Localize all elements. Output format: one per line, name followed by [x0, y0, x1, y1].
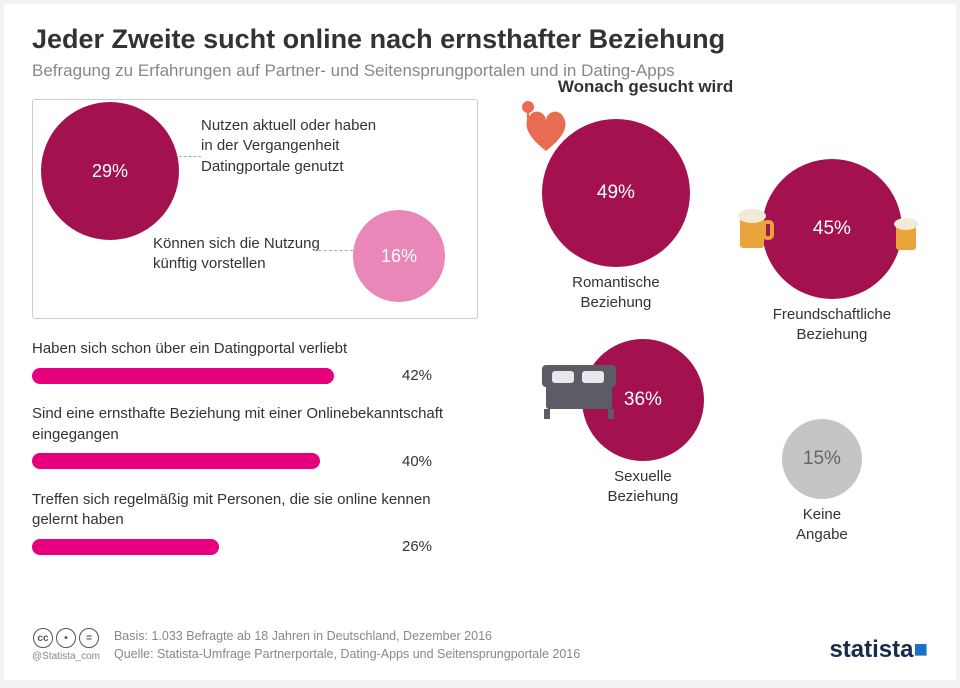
cc-by-icon: • [56, 628, 76, 648]
cc-icon: cc [33, 628, 53, 648]
search-section: Wonach gesucht wird 49%Romantische Bezie… [502, 99, 928, 575]
bubble-circle: 15% [782, 419, 862, 499]
search-title: Wonach gesucht wird [558, 77, 733, 97]
usage-label: Können sich die Nutzung künftig vorstell… [153, 234, 343, 275]
bubble-label: Romantische Beziehung [542, 273, 690, 312]
bubble-label: Keine Angabe [782, 505, 862, 544]
search-bubble: 15% Keine Angabe [782, 419, 862, 544]
beer-icon [734, 204, 776, 254]
heart-icon [518, 101, 574, 157]
bar-group: Sind eine ernsthafte Beziehung mit einer… [32, 404, 478, 470]
beer-icon [890, 214, 926, 258]
usage-circle: 29% [41, 102, 179, 240]
bar-value: 42% [402, 367, 432, 384]
footer: cc • = @Statista_com Basis: 1.033 Befrag… [32, 627, 928, 665]
bubble-circle: 45% [762, 159, 902, 299]
usage-label: Nutzen aktuell oder haben in der Vergang… [201, 116, 391, 177]
bar-label: Treffen sich regelmäßig mit Personen, di… [32, 490, 478, 531]
bar-fill [32, 453, 320, 469]
statista-logo: statista■ [829, 636, 928, 664]
bar-label: Sind eine ernsthafte Beziehung mit einer… [32, 404, 478, 445]
basis-text: Basis: 1.033 Befragte ab 18 Jahren in De… [114, 627, 580, 646]
bar-label: Haben sich schon über ein Datingportal v… [32, 339, 478, 359]
bubble-label: Freundschaftliche Beziehung [762, 305, 902, 344]
bed-icon [540, 359, 618, 423]
connector-line [179, 156, 201, 157]
bar-fill [32, 539, 219, 555]
page-subtitle: Befragung zu Erfahrungen auf Partner- un… [32, 61, 928, 81]
cc-license: cc • = @Statista_com [32, 628, 100, 662]
search-bubble: 45% Freundschaftliche Beziehung [762, 159, 902, 344]
bars-section: Haben sich schon über ein Datingportal v… [32, 339, 478, 555]
connector-line [313, 250, 353, 251]
page-title: Jeder Zweite sucht online nach ernsthaft… [32, 24, 928, 55]
bar-value: 26% [402, 538, 432, 555]
source-text: Basis: 1.033 Befragte ab 18 Jahren in De… [114, 627, 580, 665]
statista-handle: @Statista_com [32, 651, 100, 662]
bar-fill [32, 368, 334, 384]
bubble-label: Sexuelle Beziehung [582, 467, 704, 506]
usage-box: 29% Nutzen aktuell oder haben in der Verg… [32, 99, 478, 319]
bar-value: 40% [402, 453, 432, 470]
usage-circle: 16% [353, 210, 445, 302]
cc-nd-icon: = [79, 628, 99, 648]
bar-group: Treffen sich regelmäßig mit Personen, di… [32, 490, 478, 556]
quelle-text: Quelle: Statista-Umfrage Partnerportale,… [114, 645, 580, 664]
bar-group: Haben sich schon über ein Datingportal v… [32, 339, 478, 384]
